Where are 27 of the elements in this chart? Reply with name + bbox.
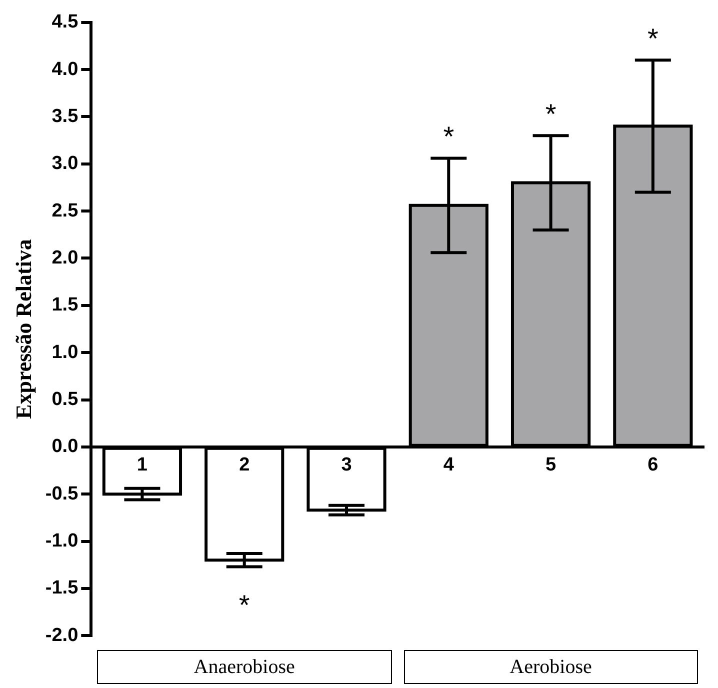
y-tick-label: 2.0 (52, 247, 78, 268)
x-tick-label: 4 (443, 454, 454, 476)
y-tick-label: -1.5 (45, 578, 79, 599)
text: Aerobiose (510, 656, 592, 678)
annotation: * (545, 98, 556, 130)
y-tick-label: 2.5 (52, 200, 79, 222)
x-tick-label: 5 (545, 454, 556, 476)
y-tick-label: 3.5 (52, 106, 79, 127)
y-tick-label: -2.0 (45, 624, 78, 646)
y-tick-label: 1.0 (52, 342, 78, 363)
x-tick-label: 6 (648, 454, 658, 476)
y-tick-label: 0.5 (52, 388, 79, 410)
y-tick-label: 0.0 (52, 436, 78, 458)
y-tick-label: -1.0 (45, 530, 78, 552)
y-tick-label: 1.5 (52, 294, 79, 316)
annotation: * (647, 22, 658, 54)
y-tick-label: 3.0 (52, 153, 78, 174)
x-tick-label: 1 (136, 454, 148, 476)
y-tick-label: 4.0 (52, 58, 78, 80)
y-tick-label: 4.5 (52, 12, 79, 33)
y-tick-label: -0.5 (45, 483, 79, 504)
annotation: * (443, 120, 454, 152)
y-axis-title: Expressão Relativa (10, 239, 36, 419)
annotation: * (238, 589, 250, 620)
x-tick-label: 2 (239, 454, 250, 476)
x-tick-label: 3 (341, 454, 352, 476)
text: Anaerobiose (194, 656, 295, 678)
